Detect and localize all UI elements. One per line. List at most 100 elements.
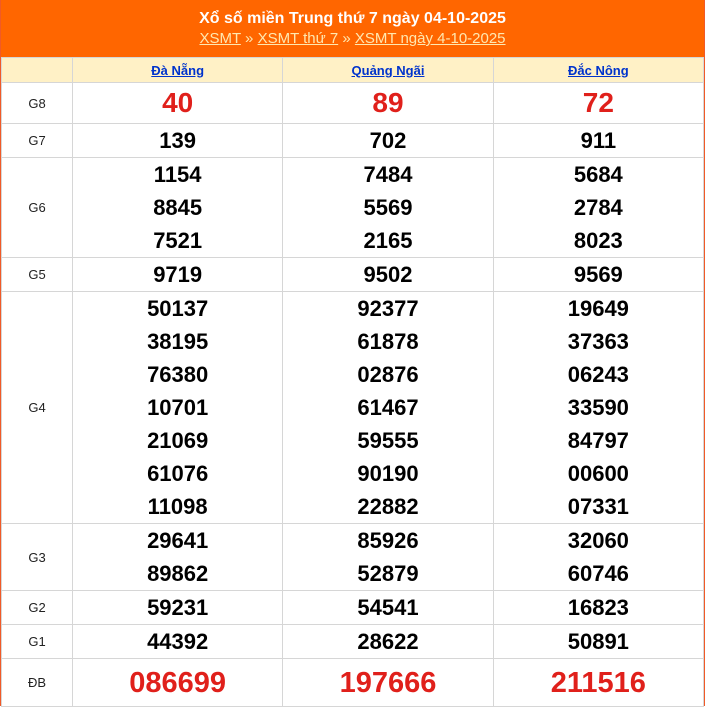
result-number: 06243 <box>567 362 629 387</box>
prize-label: G7 <box>1 123 73 158</box>
result-cell: 85926 52879 <box>282 523 494 591</box>
result-number: 60746 <box>567 561 629 586</box>
result-cell: 50891 <box>492 624 705 659</box>
prize-row-g1: G1 44392 28622 50891 <box>1 624 705 659</box>
result-number: 33590 <box>567 395 629 420</box>
result-cell: 7484 5569 2165 <box>282 157 494 258</box>
result-number: 52879 <box>357 561 419 586</box>
province-link-da-nang[interactable]: Đà Nẵng <box>151 62 205 78</box>
result-cell: 44392 <box>71 624 284 659</box>
result-number: 54541 <box>357 595 419 620</box>
prize-label: ĐB <box>1 658 73 707</box>
prize-label: G3 <box>1 523 73 591</box>
result-number: 29641 <box>147 528 209 553</box>
result-number: 21069 <box>147 428 209 453</box>
result-number: 61467 <box>357 395 419 420</box>
result-number: 61076 <box>147 461 209 486</box>
prize-label: G4 <box>1 291 73 524</box>
result-cell: 9719 <box>71 257 284 292</box>
prize-row-g4: G4 50137 38195 76380 10701 21069 61076 11098 923… <box>1 291 705 524</box>
prize-row-g3: G3 29641 89862 85926 52879 32060 60746 <box>1 523 705 591</box>
breadcrumb-xsmt[interactable]: XSMT <box>199 30 241 47</box>
prize-row-g6: G6 1154 8845 7521 7484 5569 2165 5684 2784 8023 <box>1 157 705 258</box>
result-number: 10701 <box>147 395 209 420</box>
result-number: 8845 <box>153 195 203 220</box>
result-number: 85926 <box>357 528 419 553</box>
result-number: 5569 <box>363 195 413 220</box>
result-cell: 1154 8845 7521 <box>71 157 284 258</box>
result-cell: 911 <box>492 123 705 158</box>
prize-label: G5 <box>1 257 73 292</box>
result-number: 44392 <box>147 629 209 654</box>
result-number: 76380 <box>147 362 209 387</box>
province-link-dac-nong[interactable]: Đắc Nông <box>567 62 629 78</box>
prize-label: G8 <box>1 82 73 124</box>
breadcrumb-xsmt-thu-7[interactable]: XSMT thứ 7 <box>257 30 339 47</box>
result-cell: 197666 <box>282 658 494 707</box>
result-number: 07331 <box>567 494 629 519</box>
page-title: Xổ số miền Trung thứ 7 ngày 04-10-2025 <box>199 10 506 27</box>
result-number: 211516 <box>550 666 646 699</box>
result-cell: 32060 60746 <box>492 523 705 591</box>
result-cell: 9569 <box>492 257 705 292</box>
result-number: 911 <box>580 128 617 153</box>
result-number: 02876 <box>357 362 419 387</box>
result-number: 16823 <box>567 595 629 620</box>
result-number: 92377 <box>357 296 419 321</box>
result-number: 84797 <box>567 428 629 453</box>
breadcrumb-separator: » <box>245 30 254 47</box>
result-number: 38195 <box>147 329 209 354</box>
result-number: 702 <box>369 128 407 153</box>
result-number: 22882 <box>357 494 419 519</box>
result-cell: 72 <box>492 82 705 124</box>
result-cell: 702 <box>282 123 494 158</box>
result-number: 7484 <box>363 162 413 187</box>
result-number: 89 <box>372 87 404 118</box>
result-number: 139 <box>159 128 197 153</box>
result-number: 5684 <box>573 162 623 187</box>
result-cell: 28622 <box>282 624 494 659</box>
result-number: 90190 <box>357 461 419 486</box>
province-row: Đà Nẵng Quảng Ngãi Đắc Nông <box>1 57 705 83</box>
result-number: 19649 <box>567 296 629 321</box>
result-number: 9502 <box>363 262 413 287</box>
result-cell: 40 <box>71 82 284 124</box>
result-cell: 89 <box>282 82 494 124</box>
result-number: 72 <box>582 87 614 118</box>
breadcrumb-separator: » <box>342 30 351 47</box>
result-number: 2784 <box>573 195 623 220</box>
result-cell: 211516 <box>492 658 705 707</box>
breadcrumb: XSMT » XSMT thứ 7 » XSMT ngày 4-10-2025 <box>1 29 704 49</box>
prize-row-g8: G8 40 89 72 <box>1 82 705 124</box>
prize-row-g5: G5 9719 9502 9569 <box>1 257 705 292</box>
results-header: Xổ số miền Trung thứ 7 ngày 04-10-2025 X… <box>1 0 704 57</box>
result-number: 50137 <box>147 296 209 321</box>
result-number: 086699 <box>129 666 227 699</box>
result-number: 37363 <box>567 329 629 354</box>
prize-row-g7: G7 139 702 911 <box>1 123 705 158</box>
result-number: 59555 <box>357 428 419 453</box>
result-cell: 50137 38195 76380 10701 21069 61076 11098 <box>71 291 284 524</box>
result-cell: 59231 <box>71 590 284 625</box>
result-number: 89862 <box>147 561 209 586</box>
corner-cell <box>1 57 73 83</box>
result-cell: 5684 2784 8023 <box>492 157 705 258</box>
result-cell: 54541 <box>282 590 494 625</box>
breadcrumb-xsmt-date[interactable]: XSMT ngày 4-10-2025 <box>354 30 506 47</box>
prize-label: G1 <box>1 624 73 659</box>
result-number: 00600 <box>567 461 629 486</box>
result-cell: 29641 89862 <box>71 523 284 591</box>
result-number: 9569 <box>573 262 623 287</box>
result-number: 28622 <box>357 629 419 654</box>
result-number: 61878 <box>357 329 419 354</box>
result-cell: 19649 37363 06243 33590 84797 00600 07331 <box>492 291 705 524</box>
prize-row-đb: ĐB 086699 197666 211516 <box>1 658 705 707</box>
result-number: 40 <box>162 87 194 118</box>
result-number: 59231 <box>147 595 209 620</box>
result-number: 11098 <box>147 494 208 519</box>
result-number: 8023 <box>573 228 623 253</box>
prize-label: G2 <box>1 590 73 625</box>
results-table: Đà Nẵng Quảng Ngãi Đắc Nông G8 40 89 72 G7 13… <box>1 57 705 707</box>
province-link-quang-ngai[interactable]: Quảng Ngãi <box>351 62 425 78</box>
